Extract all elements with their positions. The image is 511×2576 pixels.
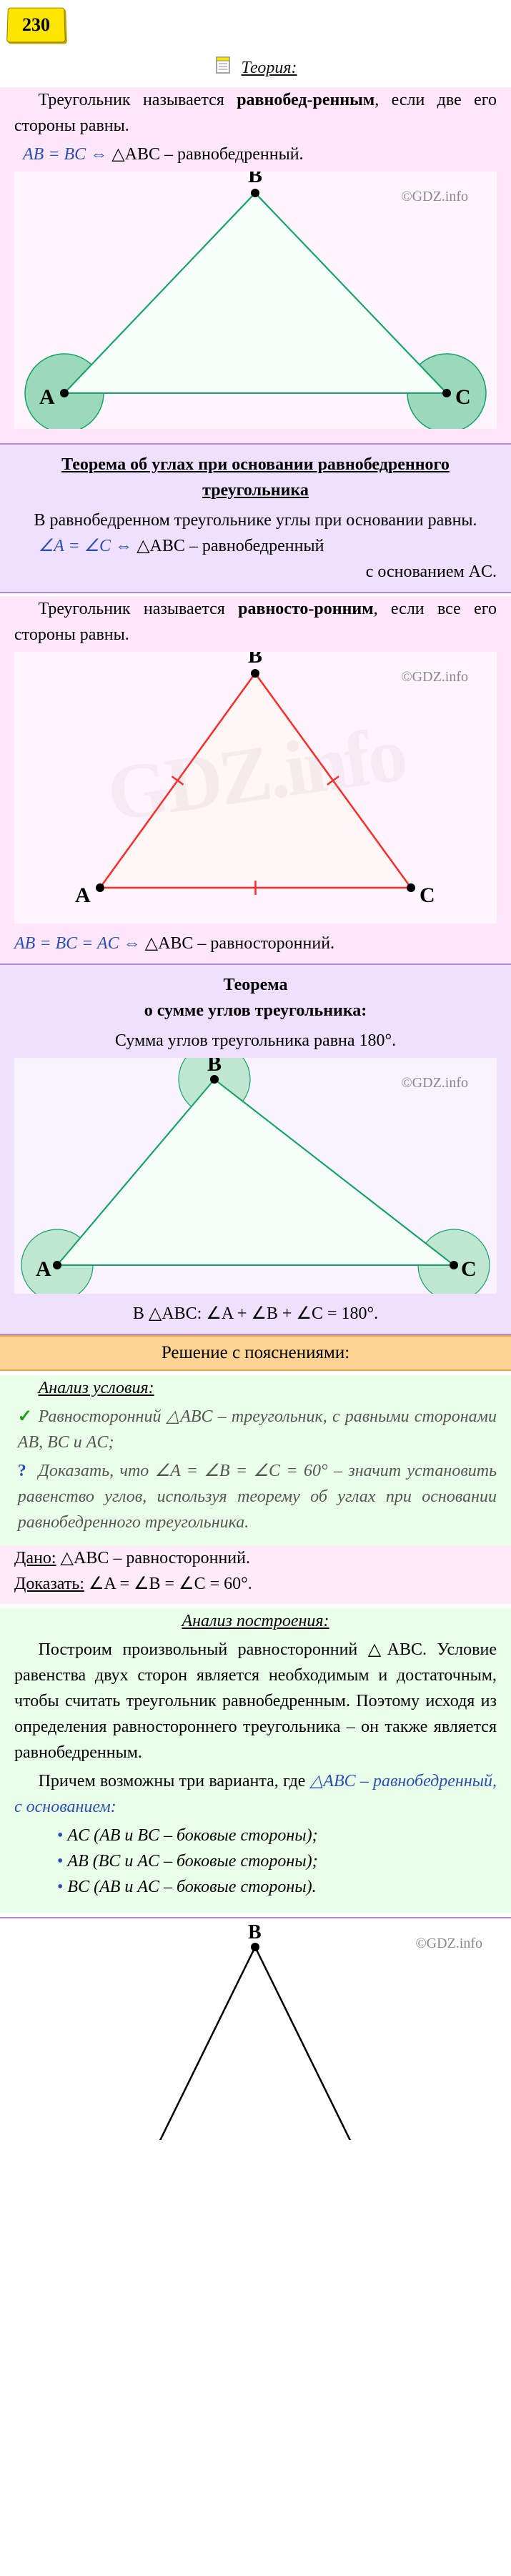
line-check: ✓Равносторонний △ABC – треугольник, с ра…	[18, 1404, 497, 1455]
iff-symbol: ⇔	[119, 934, 145, 953]
para2-1: Построим произвольный равносторонний △AB…	[14, 1637, 497, 1765]
text: Теорема	[224, 976, 288, 994]
text: BC (AB и AC – боковые стороны).	[67, 1878, 316, 1896]
list-item: BC (AB и AC – боковые стороны).	[57, 1874, 497, 1900]
analysis-block: Анализ условия: ✓Равносторонний △ABC – т…	[0, 1375, 511, 1545]
svg-text:C: C	[420, 883, 435, 907]
isosceles-formula: AB = BC ⇔ △ABC – равнобедренный.	[23, 142, 497, 167]
theory-heading: Теория:	[0, 55, 511, 83]
svg-text:A: A	[36, 1257, 51, 1281]
text: ∠A = ∠C	[39, 537, 111, 555]
svg-text:B: B	[248, 172, 262, 187]
theorem1-title: Теорема об углах при основании равнобедр…	[14, 452, 497, 503]
basis-list: AC (AB и BC – боковые стороны); AB (BC и…	[57, 1823, 497, 1900]
text: о сумме углов треугольника:	[144, 1001, 367, 1020]
line-question: ?Доказать, что ∠A = ∠B = ∠C = 60° – знач…	[18, 1458, 497, 1535]
text: △ABC – равносторонний.	[145, 934, 334, 953]
text: AB = BC = AC	[14, 934, 119, 953]
text: Треугольник называется	[39, 91, 237, 109]
text: AB (BC и AC – боковые стороны);	[67, 1852, 317, 1871]
theorem2-title: Теорема о сумме углов треугольника:	[14, 972, 497, 1024]
problem-number-badge: 230	[6, 8, 66, 43]
analysis1-head: Анализ условия:	[39, 1375, 497, 1401]
text: Треугольник называется	[39, 600, 239, 618]
iff-symbol: ⇔	[86, 145, 111, 164]
figure-angle-sum: ©GDZ.info A B C	[14, 1058, 497, 1294]
figure-isosceles: ©GDZ.info A B C	[14, 172, 497, 429]
theorem1-formula: ∠A = ∠C ⇔ △ABC – равнобедренный	[39, 533, 497, 559]
theorem-angle-sum: Теорема о сумме углов треугольника: Сумм…	[0, 963, 511, 1335]
theorem1-tail: с основанием AC.	[14, 559, 497, 585]
list-item: AB (BC и AC – боковые стороны);	[57, 1848, 497, 1874]
given-prove: Дано: △ABC – равносторонний. Доказать: ∠…	[0, 1545, 511, 1604]
figure-bottom-partial: ©GDZ.info B	[0, 1917, 511, 2139]
text: △ABC – равнобедренный	[137, 537, 324, 555]
prove-value: ∠A = ∠B = ∠C = 60°.	[89, 1575, 252, 1593]
prove-line: Доказать: ∠A = ∠B = ∠C = 60°.	[14, 1571, 497, 1597]
svg-text:C: C	[455, 385, 471, 409]
watermark-text: ©GDZ.info	[401, 186, 468, 207]
notepad-icon	[214, 55, 233, 83]
svg-text:A: A	[75, 883, 91, 907]
question-icon: ?	[18, 1458, 39, 1484]
text: Доказать, что ∠A = ∠B = ∠C = 60° – значи…	[18, 1462, 497, 1532]
watermark-text: ©GDZ.info	[401, 1072, 468, 1094]
equilateral-formula: AB = BC = AC ⇔ △ABC – равносторонний.	[14, 931, 497, 956]
given-line: Дано: △ABC – равносторонний.	[14, 1545, 497, 1571]
svg-text:B: B	[248, 652, 262, 668]
text: Равносторонний △ABC – треугольник, с рав…	[18, 1407, 497, 1452]
equilateral-definition: Треугольник называется равносто-ронним, …	[0, 596, 511, 963]
theorem1-body: В равнобедренном треугольнике углы при о…	[14, 507, 497, 533]
text: △ABC – равнобедренный.	[111, 145, 303, 164]
theorem2-body: Сумма углов треугольника равна 180°.	[14, 1028, 497, 1054]
text: AC (AB и BC – боковые стороны);	[67, 1826, 317, 1845]
svg-text:C: C	[461, 1257, 477, 1281]
list-item: AC (AB и BC – боковые стороны);	[57, 1823, 497, 1848]
theory-label: Теория:	[242, 59, 297, 77]
given-value: △ABC – равносторонний.	[61, 1549, 250, 1567]
svg-text:B: B	[207, 1058, 222, 1076]
given-label: Дано:	[14, 1549, 56, 1567]
isosceles-definition: Треугольник называется равнобед-ренным, …	[0, 87, 511, 443]
theorem-base-angles: Теорема об углах при основании равнобедр…	[0, 443, 511, 593]
check-icon: ✓	[18, 1404, 39, 1430]
prove-label: Доказать:	[14, 1575, 84, 1593]
watermark-text: ©GDZ.info	[401, 666, 468, 688]
isosceles-def-text: Треугольник называется равнобед-ренным, …	[14, 87, 497, 139]
watermark-text: ©GDZ.info	[415, 1933, 482, 1954]
solution-header: Решение с пояснениями:	[0, 1335, 511, 1371]
text: равносто-ронним	[238, 600, 373, 618]
svg-text:B: B	[248, 1921, 262, 1943]
para2-2: Причем возможны три варианта, где △ABC –…	[14, 1768, 497, 1820]
equilateral-def-text: Треугольник называется равносто-ронним, …	[14, 596, 497, 648]
figure-equilateral: ©GDZ.info GDZ.info ABC	[14, 652, 497, 923]
analysis2-head: Анализ построения:	[14, 1608, 497, 1634]
svg-text:A: A	[39, 385, 55, 409]
text: AB = BC	[23, 145, 86, 164]
construction-analysis: Анализ построения: Построим произвольный…	[0, 1608, 511, 1913]
text: равнобед-ренным	[237, 91, 374, 109]
iff-symbol: ⇔	[111, 537, 137, 555]
theorem2-formula: В △ABC: ∠A + ∠B + ∠C = 180°.	[14, 1301, 497, 1327]
text: Причем возможны три варианта, где	[39, 1772, 310, 1790]
